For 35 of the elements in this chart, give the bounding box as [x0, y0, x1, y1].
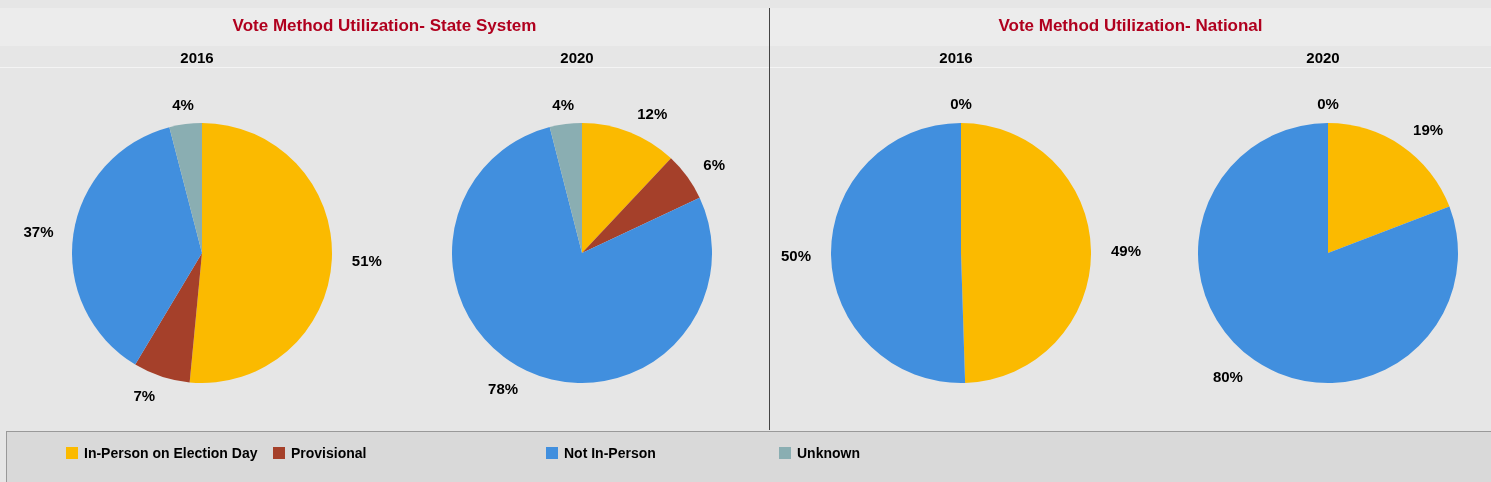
pie-slice [831, 123, 966, 383]
data-label: 50% [780, 246, 812, 264]
text: 0% [950, 94, 972, 112]
pie-slice [549, 123, 582, 253]
chart-title: Vote Method Utilization- State System [231, 16, 538, 36]
pie-slice [189, 123, 332, 383]
pie-slice [1198, 123, 1458, 383]
legend-label: Not In-Person [564, 445, 656, 461]
text: 0% [1317, 94, 1339, 112]
data-label: 78% [488, 380, 519, 398]
chart-subtitle: 2016 [179, 49, 215, 66]
data-label: 37% [23, 223, 54, 241]
legend-label: In-Person on Election Day [84, 445, 258, 461]
pie-slice [582, 158, 700, 253]
pie-slice [72, 127, 202, 365]
chart-subtitle: 2020 [1305, 49, 1341, 66]
pie-slice [1328, 123, 1450, 253]
pie-slice [135, 253, 202, 383]
data-label: 7% [133, 387, 156, 405]
legend-label: Unknown [797, 445, 860, 461]
data-label: 49% [1110, 242, 1142, 260]
pie-slice [169, 123, 202, 253]
pie-slice [961, 123, 1091, 383]
data-label: 4% [552, 95, 575, 113]
pie-slice [582, 123, 671, 253]
chart-title: Vote Method Utilization- National [997, 16, 1264, 36]
data-label: 6% [703, 156, 726, 174]
data-label: 80% [1212, 368, 1243, 386]
data-label: 51% [351, 251, 382, 269]
chart-subtitle: 2020 [559, 49, 595, 66]
data-label: 19% [1413, 120, 1444, 138]
legend-label: Provisional [291, 445, 367, 461]
data-label: 12% [637, 105, 668, 123]
chart-subtitle: 2016 [938, 49, 974, 66]
data-label: 4% [172, 95, 194, 113]
